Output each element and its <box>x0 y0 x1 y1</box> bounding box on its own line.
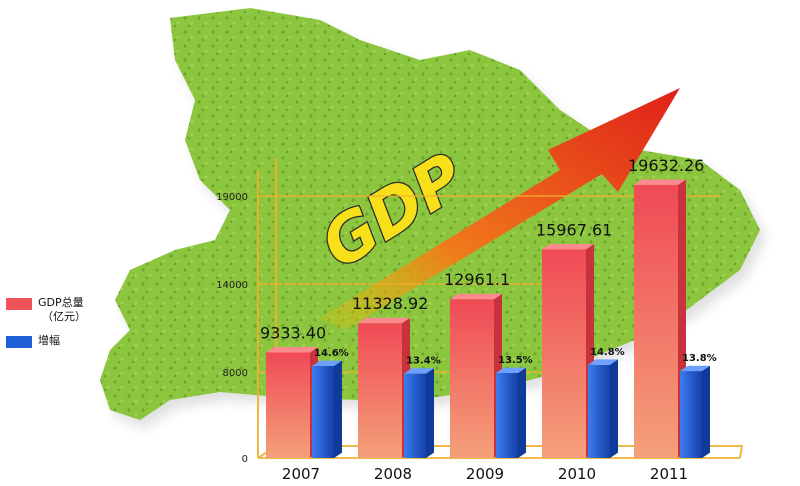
gdp-bar <box>634 179 686 459</box>
y-tick-label: 8000 <box>223 368 248 379</box>
growth-bar-front <box>404 373 426 458</box>
x-tick-label: 2011 <box>650 465 688 483</box>
gdp-bar <box>542 244 594 458</box>
data-labels: 9333.40 14.6% 11328.92 13.4% 12961.1 13.5% 159… <box>260 156 717 367</box>
growth-bar-top <box>312 360 342 367</box>
gdp-bar <box>450 293 502 458</box>
gdp-value-label: 19632.26 <box>628 156 704 175</box>
growth-bar-top <box>404 368 434 374</box>
growth-value-label: 13.4% <box>406 356 441 367</box>
x-tick-label: 2010 <box>558 465 596 483</box>
y-tick-label: 19000 <box>216 192 248 203</box>
growth-bar-side <box>518 367 526 458</box>
x-tick-label: 2007 <box>282 465 320 483</box>
growth-bar-side <box>610 359 618 458</box>
gdp-bar-front <box>542 249 586 458</box>
gdp-value-label: 15967.61 <box>536 220 612 239</box>
gdp-value-label: 12961.1 <box>444 270 510 289</box>
growth-bar-top <box>680 365 710 372</box>
gdp-bar-front <box>634 184 678 458</box>
growth-bar-front <box>312 366 334 458</box>
bar-series <box>266 179 710 459</box>
growth-bar <box>588 359 618 458</box>
growth-bar-top <box>496 367 526 373</box>
legend-unit-gdp: （亿元） <box>42 310 86 323</box>
gdp-bar <box>358 317 410 458</box>
growth-bar <box>404 368 434 458</box>
x-tick-label: 2009 <box>466 465 504 483</box>
growth-value-label: 13.8% <box>682 353 717 364</box>
gdp-bar-top <box>358 317 410 324</box>
legend-swatch-gdp <box>6 298 32 310</box>
growth-value-label: 14.6% <box>314 348 349 359</box>
gdp-value-label: 9333.40 <box>260 323 326 342</box>
gdp-value-label: 11328.92 <box>352 294 428 313</box>
y-tick-label: 0 <box>242 454 248 465</box>
gdp-bar-top <box>634 179 686 185</box>
growth-bar-front <box>496 372 518 458</box>
x-tick-label: 2008 <box>374 465 412 483</box>
legend-item-gdp: GDP总量 （亿元） <box>6 296 116 324</box>
growth-bar-front <box>680 371 702 458</box>
province-map <box>100 8 766 428</box>
growth-arrow <box>320 88 680 330</box>
gdp-bar-top <box>450 293 502 300</box>
growth-bar <box>312 360 342 458</box>
x-axis: 2007 2008 2009 2010 2011 <box>282 465 688 483</box>
growth-bar-top <box>588 359 618 365</box>
y-axis: 0 8000 14000 19000 <box>216 192 248 465</box>
gdp-bar-top <box>542 244 594 250</box>
growth-bar-side <box>702 365 710 458</box>
gdp-bar-front <box>358 323 402 458</box>
gdp-bar-top <box>266 347 318 353</box>
growth-bar-side <box>426 368 434 458</box>
gdp-bar-front <box>450 299 494 458</box>
gdp-bar <box>266 347 318 458</box>
y-tick-label: 14000 <box>216 280 248 291</box>
growth-value-label: 13.5% <box>498 355 533 366</box>
growth-bar-side <box>334 360 342 458</box>
legend: GDP总量 （亿元） 增幅 <box>6 296 116 358</box>
legend-label-growth: 增幅 <box>38 334 60 347</box>
growth-value-label: 14.8% <box>590 347 625 358</box>
legend-label-gdp: GDP总量 <box>38 296 84 309</box>
legend-swatch-growth <box>6 336 32 348</box>
gdp-bar-front <box>266 352 310 458</box>
growth-bar <box>680 365 710 458</box>
growth-bar-front <box>588 364 610 458</box>
legend-item-growth: 增幅 <box>6 334 116 348</box>
growth-bar <box>496 367 526 458</box>
